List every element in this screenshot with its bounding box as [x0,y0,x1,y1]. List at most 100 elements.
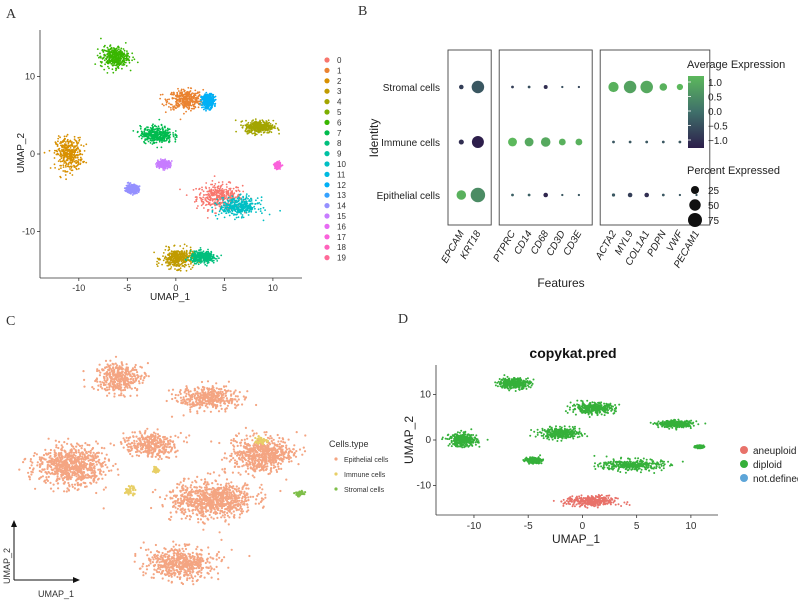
a-point [205,193,207,196]
a-point [98,56,100,59]
a-point [214,257,217,260]
a-point [112,62,114,64]
a-point [240,124,242,127]
a-point [96,48,99,50]
a-point [205,102,208,105]
a-point [247,121,250,124]
a-point [155,163,157,165]
a-point [254,124,256,126]
a-point [132,130,135,132]
a-point [251,122,254,124]
a-point [163,169,166,171]
a-legend-label-6: 6 [337,118,342,127]
a-point [58,147,61,150]
a-point [241,184,244,187]
a-point [55,149,58,152]
a-point [185,98,188,101]
a-point [204,101,207,104]
a-point [228,203,231,206]
a-point [164,256,167,259]
a-legend-key-0 [324,57,330,63]
a-point [138,135,141,138]
a-point [272,119,275,122]
a-point [212,186,215,189]
a-point [203,262,206,264]
a-point [270,131,273,134]
a-point [223,195,226,198]
a-point [64,137,66,140]
a-point [132,192,135,194]
a-legend-label-4: 4 [337,98,342,107]
a-point [193,98,196,100]
a-point [201,101,204,104]
a-point [202,106,205,108]
a-point [54,149,56,152]
a-point [221,197,224,199]
a-point [167,249,170,252]
a-point [237,216,240,219]
a-point [71,174,74,176]
a-point [133,58,136,61]
a-point [225,192,228,195]
a-point [196,97,199,100]
a-point [65,166,67,168]
a-cluster-6 [94,37,139,74]
a-point [165,160,168,163]
a-point [187,255,190,257]
a-point [63,135,66,138]
a-point [159,97,162,100]
a-point [66,140,69,143]
a-point [198,193,201,196]
a-point [137,185,140,188]
a-point [105,57,107,60]
a-point [255,121,258,124]
a-point [195,250,198,253]
a-point [220,184,223,187]
a-point [188,265,191,268]
a-point [125,189,128,192]
a-point [182,104,185,107]
a-point [166,127,169,130]
a-point [267,124,270,126]
a-legend-label-1: 1 [337,66,342,75]
a-point [106,46,109,49]
a-point [256,197,259,200]
a-point [261,119,264,122]
a-point [166,129,169,132]
a-point [192,189,195,191]
a-point [240,212,242,215]
a-xlabel: UMAP_1 [150,292,190,303]
a-point [238,190,241,193]
a-point [220,212,223,215]
a-point [125,55,128,58]
a-point [71,165,73,168]
a-point [69,140,72,143]
a-point [254,118,257,120]
a-point [145,133,148,136]
a-point [193,201,196,203]
a-point [147,140,150,143]
a-point [238,196,240,199]
a-point [99,60,102,63]
a-point [67,150,70,153]
a-point [192,255,195,258]
a-point [202,88,205,91]
a-point [216,255,218,257]
a-point [185,269,188,272]
a-point [60,144,62,147]
a-point [170,262,173,264]
a-point [269,124,272,127]
a-point [160,163,162,166]
a-point [75,154,78,156]
a-point [254,207,256,210]
a-point [168,141,170,144]
a-point [69,172,71,175]
a-point [210,100,213,103]
a-point [194,255,197,258]
a-point [61,141,64,144]
a-point [57,153,60,156]
a-point [255,130,258,133]
a-point [137,188,140,191]
a-point [69,147,72,149]
a-point [225,212,228,215]
